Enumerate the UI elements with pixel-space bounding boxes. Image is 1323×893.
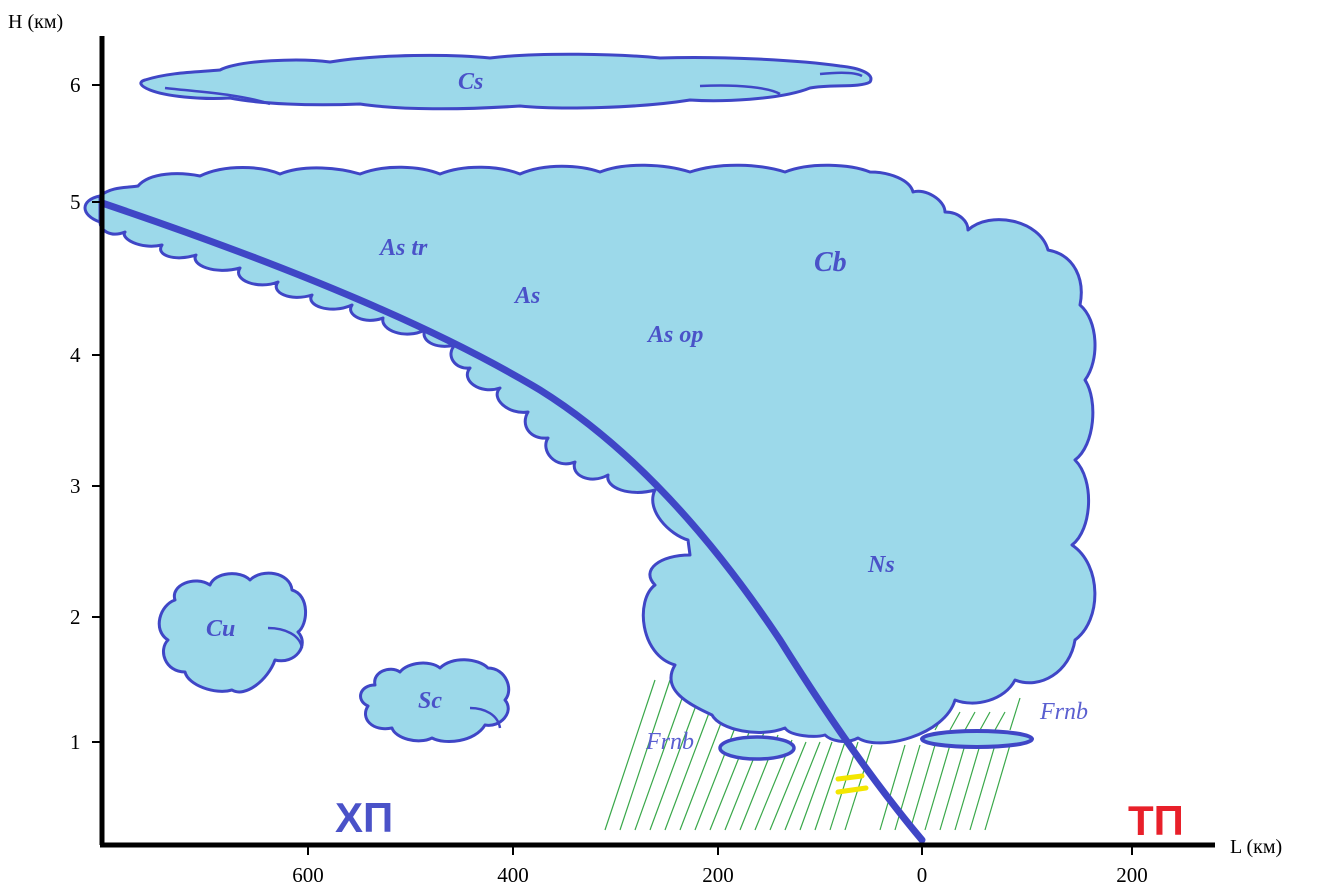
y-tick-label-2: 2 (70, 605, 81, 629)
x-tick-label-600: 600 (292, 863, 324, 887)
label-frnb-left: Frnb (645, 729, 694, 755)
x-tick-label-0: 0 (917, 863, 928, 887)
label-sc: Sc (418, 688, 442, 714)
y-axis-tick-marks (92, 84, 102, 743)
x-tick-label-200-left: 200 (702, 863, 734, 887)
warm-air-mass-label: ТП (1128, 797, 1184, 844)
x-axis-tick-marks (307, 845, 1133, 855)
left-edge-cloud-puff (83, 194, 102, 225)
stratocumulus-cloud (359, 658, 511, 744)
label-as-tr: As tr (378, 235, 428, 261)
stratocumulus-inner-strand (469, 706, 502, 729)
fractonimbus-left-cloud (718, 735, 796, 761)
cumulus-inner-strand (267, 626, 304, 649)
label-as-op: As op (646, 322, 703, 348)
label-cs: Cs (458, 69, 483, 95)
y-axis-title: H (км) (8, 11, 63, 33)
cirrostratus-inner-strand (164, 71, 863, 106)
x-tick-label-400: 400 (497, 863, 529, 887)
y-tick-label-5: 5 (70, 190, 81, 214)
label-as: As (513, 283, 540, 309)
label-cu: Cu (206, 616, 235, 642)
cirrostratus-cloud (139, 52, 873, 111)
y-tick-label-6: 6 (70, 73, 81, 97)
cold-air-mass-label: ХП (335, 794, 393, 841)
label-frnb-right: Frnb (1039, 699, 1088, 725)
x-axis-title: L (км) (1230, 836, 1282, 858)
fog-symbol (835, 773, 869, 795)
y-tick-label-1: 1 (70, 730, 81, 754)
label-cb: Cb (814, 247, 847, 278)
main-cloud-mass (98, 163, 1097, 745)
precipitation-hatching-left (604, 679, 873, 831)
label-ns: Ns (867, 552, 895, 578)
y-tick-label-3: 3 (70, 474, 81, 498)
x-tick-label-200-right: 200 (1116, 863, 1148, 887)
fractonimbus-right-cloud (920, 729, 1034, 749)
cumulus-cloud (157, 571, 307, 694)
y-tick-label-4: 4 (70, 343, 81, 367)
cold-front-line (98, 199, 926, 844)
